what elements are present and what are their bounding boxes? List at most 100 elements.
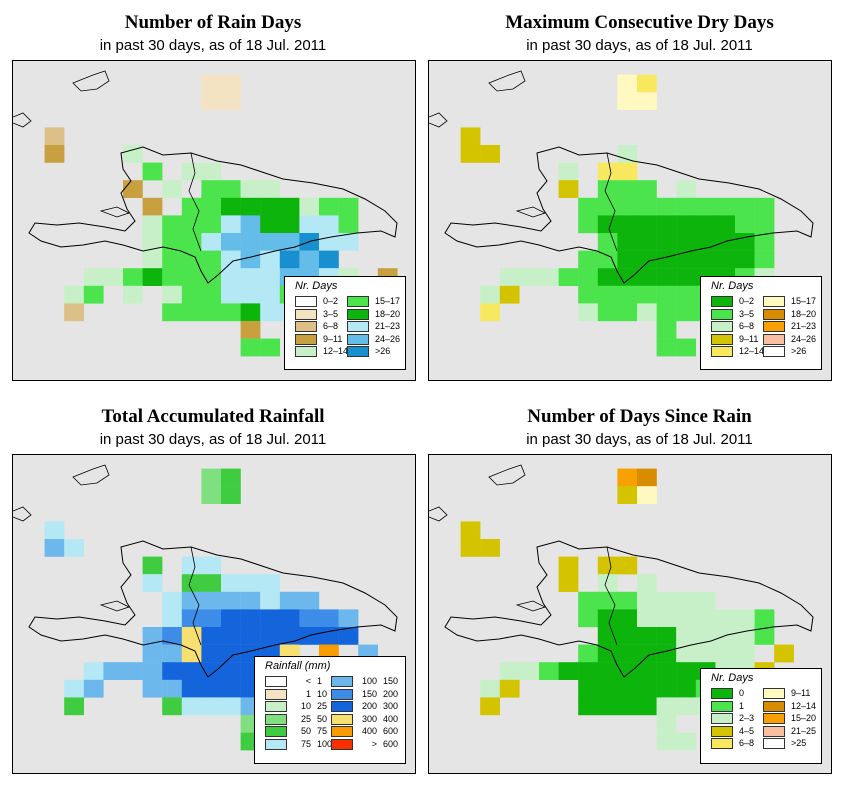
grid-cell bbox=[597, 285, 618, 304]
grid-cell bbox=[64, 303, 84, 322]
grid-cell bbox=[499, 679, 520, 698]
grid-cell bbox=[201, 644, 222, 663]
legend-swatch bbox=[265, 676, 287, 687]
grid-cell bbox=[299, 197, 320, 216]
grid-cell bbox=[617, 644, 638, 663]
grid-cell bbox=[617, 92, 638, 110]
legend-range-low: > bbox=[371, 738, 377, 749]
grid-cell bbox=[597, 609, 618, 628]
legend-range-low: 150 bbox=[361, 688, 377, 699]
grid-cell bbox=[656, 250, 677, 269]
grid-cell bbox=[597, 556, 618, 575]
grid-cell bbox=[617, 233, 638, 251]
grid-cell bbox=[299, 609, 320, 628]
grid-cell bbox=[221, 679, 241, 698]
legend-swatch bbox=[295, 321, 317, 332]
grid-cell bbox=[617, 627, 638, 645]
grid-cell bbox=[656, 644, 677, 663]
legend-swatch bbox=[331, 713, 353, 725]
grid-cell bbox=[142, 662, 163, 680]
grid-cell bbox=[676, 215, 696, 234]
grid-cell bbox=[181, 662, 202, 680]
legend-label: 3–5 bbox=[323, 308, 339, 319]
island-outline bbox=[515, 600, 547, 612]
grid-cell bbox=[558, 662, 579, 680]
grid-cell bbox=[735, 644, 755, 663]
grid-cell bbox=[201, 250, 222, 269]
legend-swatch bbox=[295, 308, 317, 320]
panel-dry-days: Maximum Consecutive Dry Days in past 30 … bbox=[426, 0, 853, 396]
legend-range-low: 200 bbox=[361, 701, 377, 711]
grid-cell bbox=[181, 627, 202, 645]
legend-label: >25 bbox=[791, 738, 807, 748]
grid-cell bbox=[181, 697, 202, 716]
legend-range-high: 200 bbox=[383, 688, 399, 699]
legend-range-low: 50 bbox=[300, 726, 311, 736]
grid-cell bbox=[460, 127, 481, 146]
grid-cell bbox=[676, 732, 696, 751]
grid-cell bbox=[181, 556, 202, 575]
legend-swatch bbox=[711, 738, 733, 749]
legend-label: 0 bbox=[739, 688, 745, 698]
grid-cell bbox=[181, 285, 202, 304]
grid-cell bbox=[201, 574, 222, 592]
grid-cell bbox=[83, 285, 104, 304]
grid-cell bbox=[578, 285, 598, 304]
grid-cell bbox=[637, 697, 657, 716]
grid-cell bbox=[221, 609, 241, 628]
grid-cell bbox=[221, 697, 241, 716]
grid-cell bbox=[142, 215, 163, 234]
legend-title: Nr. Days bbox=[295, 280, 338, 292]
grid-cell bbox=[637, 591, 657, 610]
grid-cell bbox=[83, 679, 104, 698]
grid-cell bbox=[597, 662, 618, 680]
grid-cell bbox=[319, 233, 339, 251]
panel-title: Number of Days Since Rain bbox=[527, 406, 752, 427]
legend-label: 6–8 bbox=[739, 321, 755, 331]
legend-label: >26 bbox=[375, 346, 391, 356]
grid-cell bbox=[201, 92, 222, 110]
grid-cell bbox=[597, 591, 618, 610]
grid-cell bbox=[240, 303, 261, 322]
legend-range-high: 100 bbox=[317, 738, 333, 749]
grid-cell bbox=[656, 197, 677, 216]
legend-label: 12–14 bbox=[323, 346, 349, 356]
legend-label: 12–14 bbox=[791, 700, 817, 711]
legend-label: 6–8 bbox=[739, 738, 755, 748]
island-outline bbox=[429, 112, 448, 128]
grid-cell bbox=[221, 468, 241, 487]
legend-label: 18–20 bbox=[375, 308, 401, 319]
grid-cell bbox=[181, 644, 202, 663]
legend-swatch bbox=[763, 346, 785, 357]
legend-label: 15–20 bbox=[791, 713, 817, 723]
legend-swatch bbox=[763, 296, 785, 307]
grid-cell bbox=[142, 233, 163, 251]
grid-cell bbox=[499, 268, 520, 286]
grid-cell bbox=[44, 539, 65, 557]
border-line bbox=[188, 152, 202, 252]
grid-cell bbox=[695, 591, 716, 610]
legend-swatch bbox=[347, 296, 369, 307]
grid-cell bbox=[735, 215, 755, 234]
legend-swatch bbox=[331, 738, 353, 750]
grid-cell bbox=[279, 627, 300, 645]
grid-cell bbox=[656, 697, 677, 716]
grid-cell bbox=[617, 303, 638, 322]
legend-label: 3–5 bbox=[739, 308, 755, 319]
panel-title: Maximum Consecutive Dry Days bbox=[505, 12, 774, 33]
grid-cell bbox=[162, 215, 182, 234]
grid-cell bbox=[480, 285, 500, 304]
grid-cell bbox=[617, 145, 638, 163]
grid-cell bbox=[480, 697, 500, 716]
grid-cell bbox=[617, 468, 638, 487]
grid-cell bbox=[279, 215, 300, 234]
grid-cell bbox=[617, 486, 638, 504]
grid-cell bbox=[162, 233, 182, 251]
grid-cell bbox=[260, 574, 280, 592]
legend-range-low: 300 bbox=[361, 713, 377, 724]
legend-title: Nr. Days bbox=[711, 280, 754, 292]
grid-cell bbox=[754, 609, 775, 628]
map-legend: Rainfall (mm) <1 1 10 10 25 25 50 50 75 75 100 100 1… bbox=[254, 656, 406, 764]
grid-cell bbox=[676, 644, 696, 663]
grid-cell bbox=[221, 591, 241, 610]
